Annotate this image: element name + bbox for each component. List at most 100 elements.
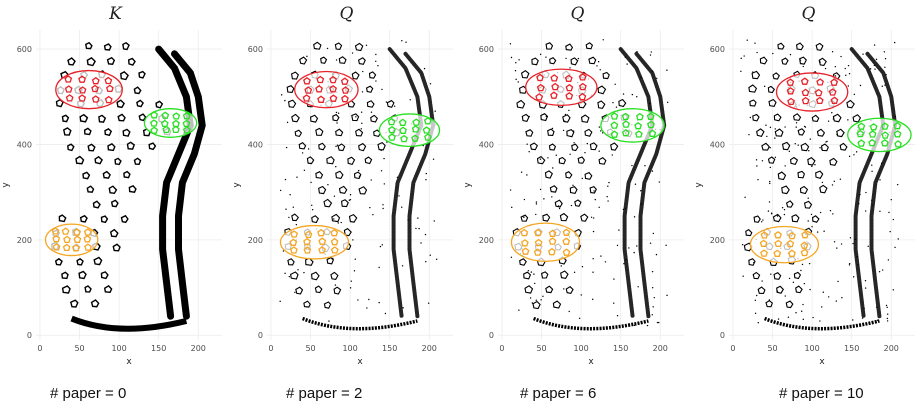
noise-point [634, 183, 637, 185]
heel-band [70, 315, 188, 332]
noise-point [592, 271, 594, 273]
noise-point [872, 204, 874, 207]
region-lug [565, 91, 574, 100]
tread-lug [102, 170, 111, 179]
tread-lug [133, 86, 142, 95]
tread-lug [584, 128, 593, 137]
noise-point [784, 295, 786, 297]
tread-lug [610, 142, 619, 151]
noise-point [351, 52, 354, 54]
noise-point [572, 130, 575, 132]
noise-point [833, 180, 836, 183]
noise-point [849, 237, 852, 239]
noise-point [509, 43, 512, 45]
noise-point [867, 245, 869, 248]
tread-lug [565, 286, 574, 295]
region-lug [610, 112, 619, 120]
heel-band [532, 316, 649, 331]
noise-point [590, 216, 593, 218]
sole-stripes [763, 47, 898, 331]
y-axis-label: y [463, 182, 473, 188]
tread-lug [597, 100, 606, 109]
noise-point [802, 65, 804, 68]
tread-lug [128, 185, 137, 193]
highlight-region [44, 223, 99, 257]
noise-point [787, 316, 790, 318]
tread-lug [529, 142, 538, 151]
noise-point [545, 56, 547, 58]
noise-point [295, 223, 298, 226]
region-lug [536, 83, 545, 92]
noise-point [375, 80, 377, 82]
noise-point [808, 150, 810, 152]
noise-point [893, 41, 896, 44]
tread-lug [335, 128, 344, 137]
noise-point [600, 255, 602, 257]
region-lug [399, 126, 407, 134]
highlight-region [749, 225, 820, 264]
tread-lug [138, 70, 146, 79]
tread-lug [815, 42, 824, 51]
noise-point [767, 210, 770, 212]
noise-point [333, 218, 335, 220]
noise-point [335, 59, 338, 61]
tread-lug [155, 100, 164, 109]
tread-lug [751, 70, 761, 80]
noise-point [871, 199, 873, 202]
noise-point [311, 208, 314, 211]
noise-point [640, 190, 642, 192]
tread-lug [138, 113, 147, 122]
noise-point [862, 53, 864, 55]
noise-point [784, 126, 786, 128]
tread-lug [98, 114, 107, 123]
grid [267, 30, 453, 340]
tread-lug [107, 143, 116, 152]
noise-point [848, 264, 851, 266]
region-lug [289, 246, 298, 254]
noise-point [746, 39, 748, 41]
region-ellipse [378, 113, 441, 148]
noise-point [651, 70, 654, 72]
noise-point [769, 182, 771, 185]
tread-lug [120, 71, 129, 81]
noise-point [825, 141, 827, 143]
noise-point [336, 122, 338, 124]
noise-point [827, 120, 830, 122]
region-lug [800, 77, 809, 85]
region-lug [64, 75, 73, 83]
tread-lug [545, 285, 554, 294]
noise-point [628, 247, 630, 249]
noise-point [381, 88, 383, 91]
noise-point [897, 238, 899, 240]
noise-point [802, 318, 804, 321]
noise-point [858, 203, 860, 205]
region-lug [329, 75, 337, 84]
tread-lug [290, 71, 299, 80]
noise-point [776, 215, 779, 217]
tread-lug [525, 129, 534, 137]
tread-lug [819, 184, 828, 194]
noise-point [835, 300, 837, 302]
region-lug [550, 74, 559, 82]
noise-point [433, 220, 435, 222]
x-tick-label: 150 [844, 344, 859, 353]
tread-lug [800, 142, 810, 152]
tread-lug [341, 199, 349, 208]
noise-point [792, 281, 795, 284]
region-lug [622, 120, 630, 128]
tread-lug [315, 171, 324, 179]
noise-point [754, 312, 757, 315]
region-lug [304, 230, 313, 239]
region-lug [303, 237, 311, 246]
tread-lug [335, 170, 344, 180]
tread-lug [781, 57, 789, 65]
x-axis-label: x [819, 357, 825, 367]
tread-lug [85, 41, 93, 50]
noise-point [398, 195, 400, 197]
panel-caption: # paper = 6 [520, 385, 597, 402]
region-lug [648, 129, 657, 137]
tread-lug [524, 285, 534, 294]
noise-point [841, 297, 843, 299]
region-lug [893, 121, 902, 130]
noise-point [768, 299, 771, 301]
